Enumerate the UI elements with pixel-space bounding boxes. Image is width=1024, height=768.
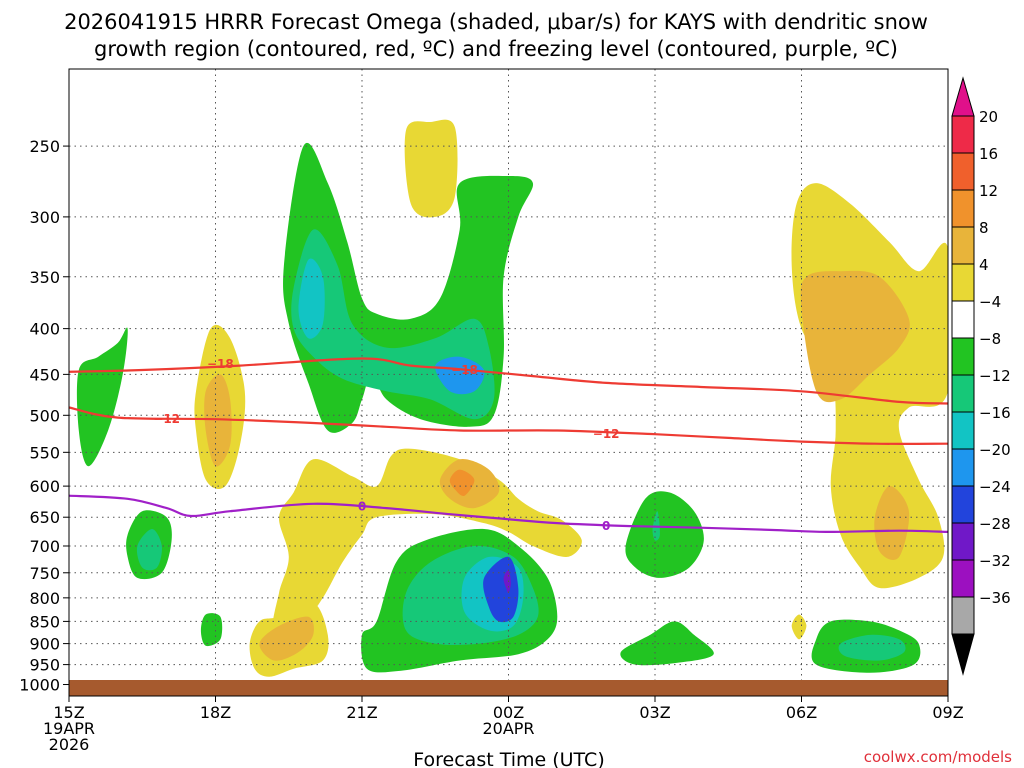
- x-tick-label-6-0: 21Z: [346, 703, 377, 722]
- colorbar-label-4: 4: [979, 256, 989, 274]
- x-tick-label-18-0: 09Z: [932, 703, 963, 722]
- x-axis-title: Forecast Time (UTC): [413, 749, 604, 768]
- colorbar-label-2: 12: [979, 182, 998, 200]
- contour-label-freezing-level-0-0: 0: [358, 499, 366, 513]
- colorbar-label-12: −32: [979, 552, 1011, 570]
- colorbar-label-8: −16: [979, 404, 1011, 422]
- y-tick-label-900: 900: [29, 635, 60, 654]
- omega-region-central-cyan-upper: [298, 258, 325, 339]
- y-tick-label-400: 400: [29, 320, 60, 339]
- colorbar-swatch-6: [951, 337, 975, 376]
- y-tick-label-450: 450: [29, 365, 60, 384]
- ground-layer: [69, 680, 948, 696]
- omega-shading: [76, 119, 948, 677]
- contour-label-isotherm-minus-12-0: −12: [153, 412, 180, 426]
- omega-region-middle-yellow-band: [272, 448, 582, 632]
- omega-region-lower-right-green-small: [620, 621, 714, 666]
- omega-region-lower-right-yellow-dot: [791, 614, 807, 640]
- y-tick-label-1000: 1000: [19, 676, 60, 695]
- y-tick-label-750: 750: [29, 564, 60, 583]
- y-tick-label-300: 300: [29, 208, 60, 227]
- ground-fill: [69, 680, 948, 696]
- colorbar-swatch-12: [951, 559, 975, 598]
- y-tick-label-250: 250: [29, 137, 60, 156]
- omega-region-upper-left-green: [76, 327, 128, 467]
- colorbar-swatch-0: [951, 115, 975, 154]
- colorbar-label-5: −4: [979, 293, 1001, 311]
- colorbar-label-1: 16: [979, 145, 998, 163]
- omega-region-small-green-spot: [200, 613, 223, 647]
- colorbar-label-7: −12: [979, 367, 1011, 385]
- y-tick-label-600: 600: [29, 477, 60, 496]
- omega-region-right-orange-upper: [800, 270, 910, 403]
- omega-region-lower-left-orange: [259, 616, 314, 661]
- colorbar-label-3: 8: [979, 219, 989, 237]
- y-tick-label-500: 500: [29, 406, 60, 425]
- omega-region-right-green-mid: [625, 491, 704, 578]
- y-tick-label-700: 700: [29, 537, 60, 556]
- colorbar-label-13: −36: [979, 589, 1011, 607]
- x-tick-label-3-0: 18Z: [200, 703, 231, 722]
- colorbar-label-6: −8: [979, 330, 1001, 348]
- colorbar-label-11: −28: [979, 515, 1011, 533]
- colorbar-swatch-4: [951, 263, 975, 302]
- contour-label-freezing-level-0-1: 0: [602, 519, 610, 533]
- colorbar-swatch-2: [951, 189, 975, 228]
- chart-title-line-2: growth region (contoured, red, ºC) and f…: [94, 37, 898, 61]
- temperature-contours: −18 −18 −12 −12 0 0: [68, 357, 949, 534]
- y-tick-label-800: 800: [29, 589, 60, 608]
- colorbar-bottom-arrow: [951, 633, 975, 676]
- omega-region-lower-right-teal: [838, 634, 906, 661]
- omega-region-middle-deep-orange: [449, 469, 475, 496]
- credit-link[interactable]: coolwx.com/models: [864, 748, 1012, 766]
- colorbar-label-0: 20: [979, 108, 998, 126]
- colorbar-swatch-11: [951, 522, 975, 561]
- omega-region-central-purple-core: [503, 570, 511, 594]
- y-tick-label-950: 950: [29, 656, 60, 675]
- omega-region-left-lower-teal: [136, 529, 162, 571]
- y-tick-label-850: 850: [29, 612, 60, 631]
- y-tick-label-550: 550: [29, 443, 60, 462]
- omega-region-top-yellow-blob: [404, 119, 458, 218]
- contour-isotherm-minus-18: [68, 357, 949, 405]
- colorbar: 20 16 12 8 4 −4 −8 −12 −16 −20 −24 −28 −32 −36: [951, 76, 1011, 676]
- colorbar-swatch-1: [951, 152, 975, 191]
- omega-region-left-orange-core: [204, 374, 232, 467]
- omega-region-central-blue-upper: [435, 356, 485, 395]
- colorbar-swatch-10: [951, 485, 975, 524]
- x-tick-label-9-1: 20APR: [482, 719, 534, 738]
- x-tick-label-0-2: 2026: [49, 735, 90, 754]
- y-tick-label-350: 350: [29, 268, 60, 287]
- colorbar-label-10: −24: [979, 478, 1011, 496]
- y-axis-ticks: 250 300 350 400 450 500 550 600 650 700 750 800 850 9…: [19, 137, 69, 695]
- x-tick-label-9-0: 00Z: [493, 703, 524, 722]
- x-tick-label-0-1: 19APR: [43, 719, 95, 738]
- contour-label-isotherm-minus-12-1: −12: [593, 427, 620, 441]
- x-tick-label-0-0: 15Z: [53, 703, 84, 722]
- plot-area: −18 −18 −12 −12 0 0: [68, 68, 949, 697]
- colorbar-swatch-5: [951, 300, 975, 339]
- x-tick-label-12-0: 03Z: [639, 703, 670, 722]
- contour-freezing-level-0: [68, 494, 949, 534]
- contour-isotherm-minus-12: [68, 406, 949, 445]
- colorbar-top-arrow: [951, 76, 975, 117]
- omega-region-right-orange-lower: [874, 486, 910, 560]
- colorbar-swatch-13: [951, 596, 975, 635]
- contour-label-isotherm-minus-18-1: −18: [451, 363, 478, 377]
- colorbar-swatch-9: [951, 448, 975, 487]
- y-tick-label-650: 650: [29, 508, 60, 527]
- colorbar-swatch-3: [951, 226, 975, 265]
- contour-label-isotherm-minus-18-0: −18: [207, 357, 234, 371]
- colorbar-label-9: −20: [979, 441, 1011, 459]
- chart-title-line-1: 2026041915 HRRR Forecast Omega (shaded, …: [64, 10, 928, 34]
- x-tick-label-15-0: 06Z: [786, 703, 817, 722]
- colorbar-swatch-7: [951, 374, 975, 413]
- colorbar-swatch-8: [951, 411, 975, 450]
